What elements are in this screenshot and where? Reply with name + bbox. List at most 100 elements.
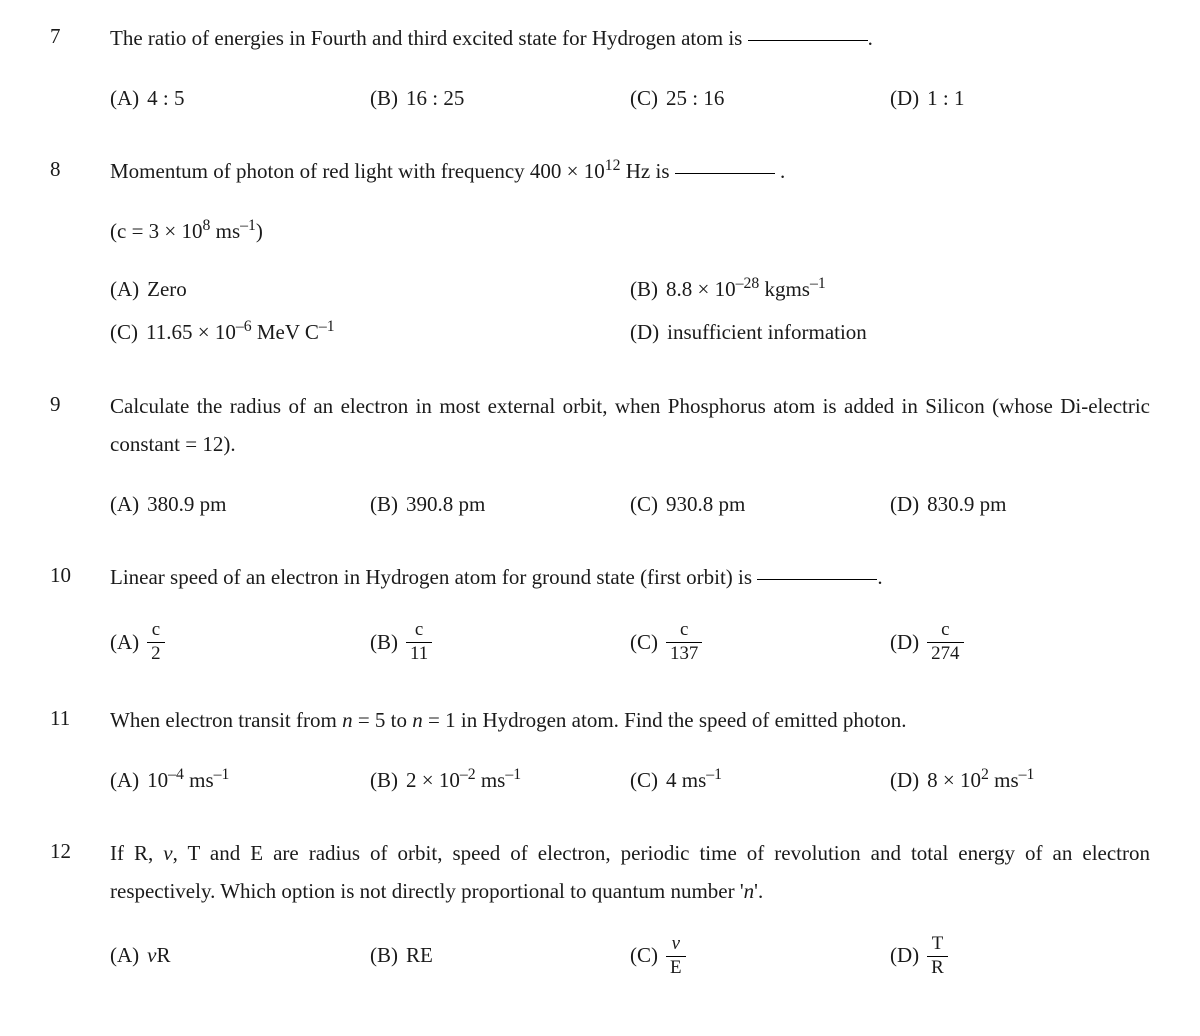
option[interactable]: (D)insufficient information [630,316,1150,350]
option[interactable]: (B) 2 × 10–2 ms–1 [370,764,630,798]
option-label: (B) [370,939,398,973]
option-text: 4 : 5 [147,82,184,116]
option[interactable]: (A) 10–4 ms–1 [110,764,370,798]
option-label: (A) [110,764,139,798]
option[interactable]: (A) Zero [110,273,630,307]
option-label: (A) [110,82,139,116]
option-label: (B) [630,273,658,307]
option-text: 8.8 × 10–28 kgms–1 [666,273,826,307]
option-label: (D) [890,626,919,660]
option-text: 380.9 pm [147,488,226,522]
option-label: (B) [370,488,398,522]
option-label: (A) [110,626,139,660]
question-number: 8 [50,153,110,360]
question-content: Linear speed of an electron in Hydrogen … [110,559,1150,674]
option-text: 16 : 25 [406,82,464,116]
question-block: 12If R, v, T and E are radius of orbit, … [50,835,1150,987]
option[interactable]: (C) vE [630,935,890,978]
question-extra: (c = 3 × 108 ms–1) [110,215,1150,249]
option[interactable]: (A) 380.9 pm [110,488,370,522]
option[interactable]: (B) 16 : 25 [370,82,630,116]
option-label: (C) [630,82,658,116]
option-label: (C) [110,316,138,350]
question-number: 9 [50,388,110,531]
question-block: 9Calculate the radius of an electron in … [50,388,1150,531]
option-text: 930.8 pm [666,488,745,522]
question-content: Calculate the radius of an electron in m… [110,388,1150,531]
option-label: (A) [110,273,139,307]
option[interactable]: (B) c11 [370,621,630,664]
option-text: c11 [406,621,432,664]
option-text: vE [666,935,686,978]
question-text: Calculate the radius of an electron in m… [110,388,1150,464]
option-text: c2 [147,621,164,664]
option-text: RE [406,939,433,973]
options-row: (A) 4 : 5 (B) 16 : 25 (C)25 : 16(D) 1 : 1 [110,82,1150,116]
question-content: When electron transit from n = 5 to n = … [110,702,1150,807]
question-block: 8Momentum of photon of red light with fr… [50,153,1150,360]
option-label: (D) [630,316,659,350]
options-row: (A) 380.9 pm (B) 390.8 pm (C) 930.8 pm (D) 830.… [110,488,1150,522]
option-text: c137 [666,621,702,664]
option[interactable]: (D) 830.9 pm [890,488,1150,522]
options-row: (A) vR (B) RE (C) vE (D) TR [110,935,1150,978]
question-text: Momentum of photon of red light with fre… [110,153,1150,191]
option-label: (C) [630,626,658,660]
options-row: (A) 10–4 ms–1 (B) 2 × 10–2 ms–1 (C) 4 ms–1 (D)… [110,764,1150,798]
option-label: (B) [370,626,398,660]
option-text: 1 : 1 [927,82,964,116]
option-text: TR [927,935,948,978]
question-block: 7The ratio of energies in Fourth and thi… [50,20,1150,125]
option-label: (D) [890,488,919,522]
option-text: Zero [147,273,187,307]
option[interactable]: (A) vR [110,935,370,978]
option[interactable]: (B) 390.8 pm [370,488,630,522]
option[interactable]: (C)25 : 16 [630,82,890,116]
question-content: The ratio of energies in Fourth and thir… [110,20,1150,125]
option-text: 2 × 10–2 ms–1 [406,764,521,798]
option-label: (D) [890,82,919,116]
option-label: (A) [110,488,139,522]
option[interactable]: (B) 8.8 × 10–28 kgms–1 [630,273,1150,307]
option-text: 4 ms–1 [666,764,722,798]
option[interactable]: (D) c274 [890,621,1150,664]
option[interactable]: (D) 1 : 1 [890,82,1150,116]
option-text: 10–4 ms–1 [147,764,229,798]
option[interactable]: (D)8 × 102 ms–1 [890,764,1150,798]
options-row: (A) c2 (B) c11 (C) c137 (D) c274 [110,621,1150,664]
options-row: (A) Zero (B) 8.8 × 10–28 kgms–1 [110,273,1150,307]
option-text: c274 [927,621,963,664]
question-text: When electron transit from n = 5 to n = … [110,702,1150,740]
question-number: 10 [50,559,110,674]
question-content: Momentum of photon of red light with fre… [110,153,1150,360]
option-label: (D) [890,939,919,973]
option[interactable]: (C) 4 ms–1 [630,764,890,798]
option[interactable]: (A) c2 [110,621,370,664]
option[interactable]: (C) c137 [630,621,890,664]
option-label: (C) [630,488,658,522]
question-block: 11When electron transit from n = 5 to n … [50,702,1150,807]
question-number: 7 [50,20,110,125]
option[interactable]: (A) 4 : 5 [110,82,370,116]
option-text: 8 × 102 ms–1 [927,764,1034,798]
option-text: vR [147,939,170,973]
question-text: Linear speed of an electron in Hydrogen … [110,559,1150,597]
option-label: (C) [630,764,658,798]
option[interactable]: (D) TR [890,935,1150,978]
option[interactable]: (C) 11.65 × 10–6 MeV C–1 [110,316,630,350]
option-label: (A) [110,939,139,973]
question-number: 12 [50,835,110,987]
question-number: 11 [50,702,110,807]
option-label: (B) [370,82,398,116]
option-text: 830.9 pm [927,488,1006,522]
option-text: 390.8 pm [406,488,485,522]
option[interactable]: (C) 930.8 pm [630,488,890,522]
option-label: (C) [630,939,658,973]
question-text: The ratio of energies in Fourth and thir… [110,20,1150,58]
option-label: (B) [370,764,398,798]
question-block: 10Linear speed of an electron in Hydroge… [50,559,1150,674]
questions-container: 7The ratio of energies in Fourth and thi… [50,20,1150,988]
option[interactable]: (B) RE [370,935,630,978]
question-text: If R, v, T and E are radius of orbit, sp… [110,835,1150,911]
option-text: 11.65 × 10–6 MeV C–1 [146,316,335,350]
